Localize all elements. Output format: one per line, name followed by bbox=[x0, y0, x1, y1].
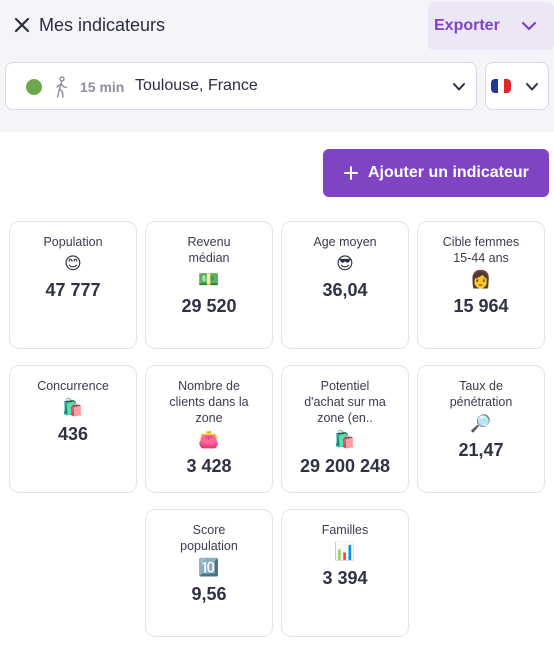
indicator-label: Taux de pénétration bbox=[449, 379, 513, 409]
indicator-value: 15 964 bbox=[453, 296, 509, 316]
plus-icon bbox=[344, 166, 358, 180]
location-select[interactable]: 15 min Toulouse, France bbox=[5, 62, 477, 110]
indicator-card-potentiel-achat[interactable]: Potentiel d'achat sur ma zone (en.. 🛍️ 2… bbox=[281, 365, 409, 493]
country-select[interactable] bbox=[485, 62, 549, 110]
page-title: Mes indicateurs bbox=[39, 15, 166, 35]
indicator-label: Population bbox=[43, 235, 103, 249]
walking-icon bbox=[56, 76, 68, 98]
indicator-card-familles[interactable]: Familles 📊 3 394 bbox=[281, 509, 409, 637]
indicator-value: 21,47 bbox=[458, 440, 504, 460]
number-ten-icon: 🔟 bbox=[198, 558, 220, 577]
indicator-card-population[interactable]: Population 😊 47 777 bbox=[9, 221, 137, 349]
add-indicator-button[interactable]: Ajouter un indicateur bbox=[323, 149, 549, 197]
chevron-down-icon bbox=[453, 83, 465, 91]
france-flag-icon bbox=[491, 79, 511, 93]
indicator-label: Cible femmes 15-44 ans bbox=[442, 235, 520, 265]
indicator-card-taux-penetration[interactable]: Taux de pénétration 🔎 21,47 bbox=[417, 365, 545, 493]
location-name: Toulouse, France bbox=[135, 77, 258, 94]
indicator-card-nombre-clients[interactable]: Nombre de clients dans la zone 👛 3 428 bbox=[145, 365, 273, 493]
add-indicator-label: Ajouter un indicateur bbox=[368, 164, 529, 181]
header: Mes indicateurs Exporter bbox=[0, 0, 554, 52]
travel-time: 15 min bbox=[80, 79, 125, 95]
indicator-label: Potentiel d'achat sur ma zone (en.. bbox=[304, 379, 386, 425]
sunglasses-face-icon: 😎 bbox=[336, 254, 354, 273]
indicator-card-cible-femmes[interactable]: Cible femmes 15-44 ans 👩 15 964 bbox=[417, 221, 545, 349]
woman-icon: 👩 bbox=[470, 270, 492, 289]
indicator-value: 3 394 bbox=[322, 568, 368, 588]
indicator-card-age-moyen[interactable]: Age moyen 😎 36,04 bbox=[281, 221, 409, 349]
money-icon: 💵 bbox=[198, 270, 220, 289]
indicator-label: Score population bbox=[180, 523, 238, 553]
chevron-down-icon bbox=[526, 83, 538, 91]
export-button[interactable]: Exporter bbox=[428, 2, 554, 50]
indicator-label: Concurrence bbox=[37, 379, 109, 393]
export-label: Exporter bbox=[434, 17, 500, 34]
indicator-card-concurrence[interactable]: Concurrence 🛍️ 436 bbox=[9, 365, 137, 493]
close-icon bbox=[14, 17, 30, 33]
indicator-value: 29 520 bbox=[181, 296, 237, 316]
close-button[interactable] bbox=[12, 15, 32, 35]
indicator-label: Age moyen bbox=[313, 235, 377, 249]
indicator-label: Familles bbox=[321, 523, 369, 537]
shopping-bags-icon: 🛍️ bbox=[334, 430, 356, 449]
indicator-value: 3 428 bbox=[186, 456, 232, 476]
indicator-value: 29 200 248 bbox=[299, 456, 391, 476]
purse-icon: 👛 bbox=[198, 430, 220, 449]
smiling-face-icon: 😊 bbox=[64, 254, 82, 273]
status-dot bbox=[26, 79, 42, 95]
indicator-value: 36,04 bbox=[322, 280, 368, 300]
chevron-down-icon bbox=[521, 21, 537, 31]
indicator-card-score-population[interactable]: Score population 🔟 9,56 bbox=[145, 509, 273, 637]
shopping-bags-icon: 🛍️ bbox=[62, 398, 84, 417]
indicator-value: 436 bbox=[57, 424, 89, 444]
indicator-label: Revenu médian bbox=[187, 235, 231, 265]
indicator-label: Nombre de clients dans la zone bbox=[169, 379, 249, 425]
indicator-card-revenu-median[interactable]: Revenu médian 💵 29 520 bbox=[145, 221, 273, 349]
bar-chart-icon: 📊 bbox=[334, 542, 356, 561]
indicator-value: 9,56 bbox=[191, 584, 227, 604]
indicator-value: 47 777 bbox=[45, 280, 101, 300]
magnifier-icon: 🔎 bbox=[470, 414, 492, 433]
